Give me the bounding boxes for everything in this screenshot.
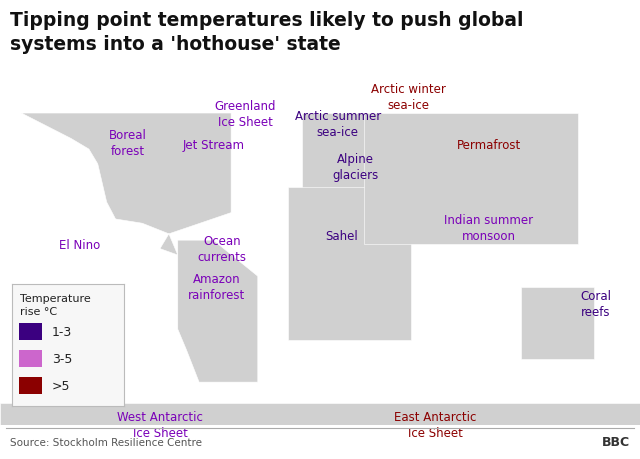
Bar bbox=[19, 324, 42, 341]
Bar bbox=[19, 377, 42, 394]
Text: Temperature
rise °C: Temperature rise °C bbox=[20, 293, 92, 316]
Text: Tipping point temperatures likely to push global: Tipping point temperatures likely to pus… bbox=[10, 11, 523, 30]
Polygon shape bbox=[178, 241, 258, 382]
Text: Jet Stream: Jet Stream bbox=[182, 139, 244, 152]
Polygon shape bbox=[288, 188, 411, 340]
Text: Boreal
forest: Boreal forest bbox=[109, 129, 147, 158]
Text: Greenland
Ice Sheet: Greenland Ice Sheet bbox=[214, 99, 276, 128]
Text: Alpine
glaciers: Alpine glaciers bbox=[332, 152, 379, 181]
Text: 1-3: 1-3 bbox=[52, 325, 72, 338]
Text: Sahel: Sahel bbox=[325, 230, 358, 243]
Bar bbox=[19, 350, 42, 367]
Text: Arctic winter
sea-ice: Arctic winter sea-ice bbox=[371, 83, 446, 112]
Polygon shape bbox=[0, 403, 640, 425]
Text: Ocean
currents: Ocean currents bbox=[198, 235, 247, 263]
Polygon shape bbox=[21, 114, 231, 256]
Text: Coral
reefs: Coral reefs bbox=[580, 290, 611, 319]
Text: BBC: BBC bbox=[602, 435, 630, 448]
Text: systems into a 'hothouse' state: systems into a 'hothouse' state bbox=[10, 34, 340, 53]
Text: >5: >5 bbox=[52, 379, 70, 392]
Text: Amazon
rainforest: Amazon rainforest bbox=[188, 273, 246, 302]
Text: El Nino: El Nino bbox=[60, 238, 100, 252]
Text: Source: Stockholm Resilience Centre: Source: Stockholm Resilience Centre bbox=[10, 437, 202, 447]
Text: Permafrost: Permafrost bbox=[457, 139, 521, 152]
Text: Arctic summer
sea-ice: Arctic summer sea-ice bbox=[294, 110, 381, 139]
Text: 3-5: 3-5 bbox=[52, 353, 72, 365]
Text: West Antarctic
Ice Sheet: West Antarctic Ice Sheet bbox=[117, 410, 203, 439]
Polygon shape bbox=[364, 114, 578, 245]
Text: East Antarctic
Ice Sheet: East Antarctic Ice Sheet bbox=[394, 410, 477, 439]
Text: Indian summer
monsoon: Indian summer monsoon bbox=[444, 213, 534, 242]
Polygon shape bbox=[302, 114, 382, 190]
Polygon shape bbox=[521, 287, 594, 359]
